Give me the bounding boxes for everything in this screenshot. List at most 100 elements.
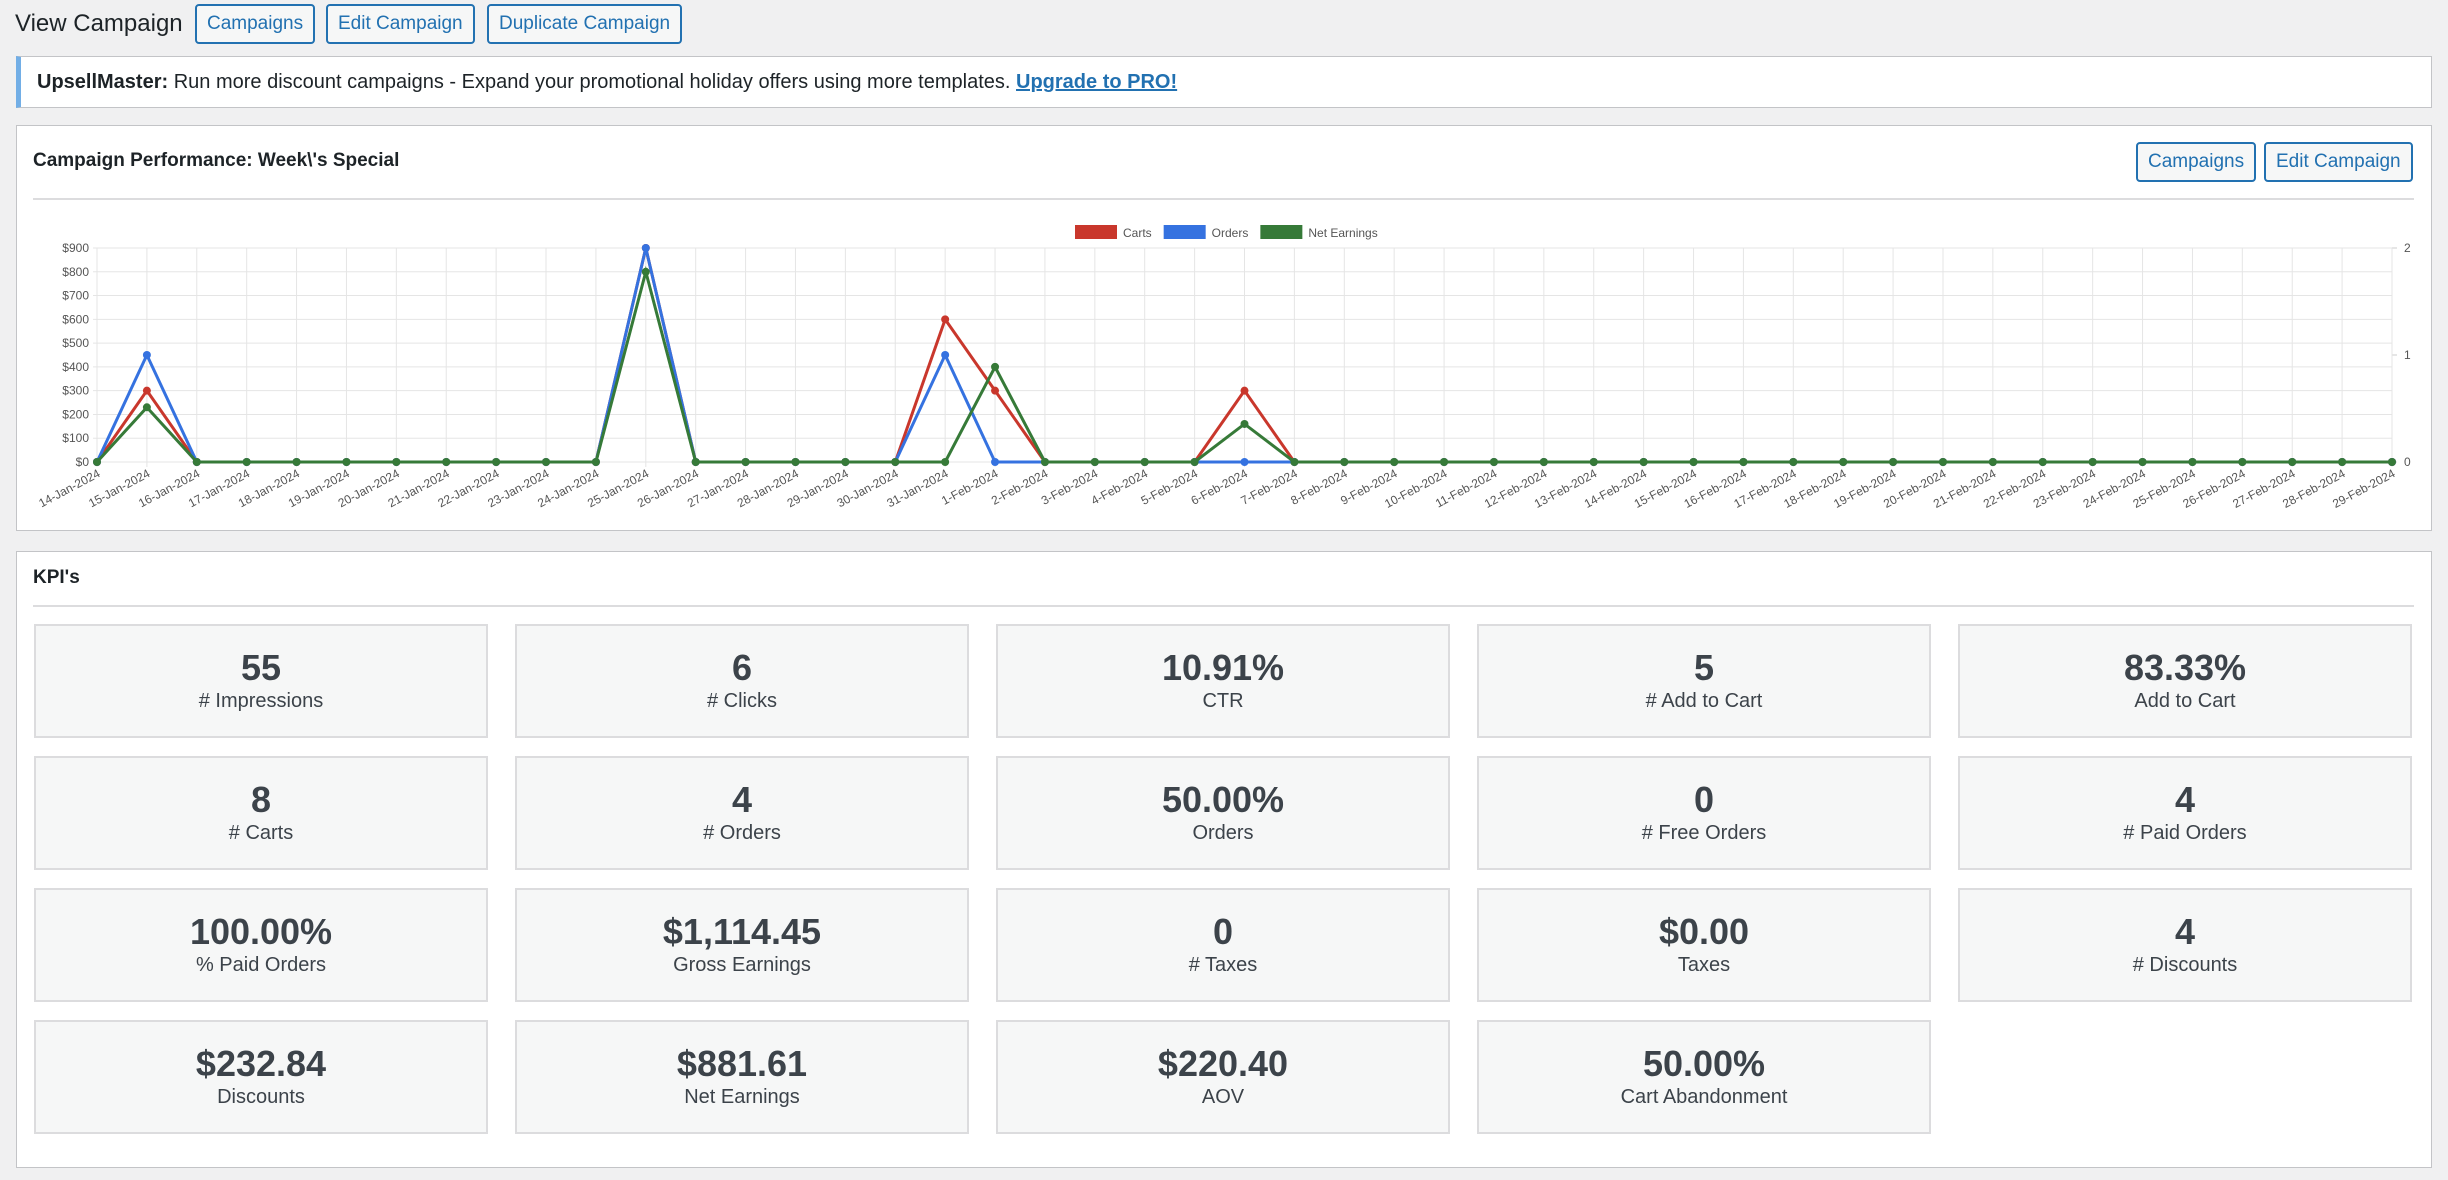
kpi-value: 6 <box>731 647 753 688</box>
data-point <box>1988 458 1997 466</box>
kpi-value: 4 <box>2174 911 2196 952</box>
data-point <box>941 315 950 324</box>
notice-message: Run more discount campaigns - Expand you… <box>173 71 1011 93</box>
data-point <box>2338 458 2347 466</box>
data-point <box>1040 458 1049 466</box>
data-point <box>641 244 650 252</box>
kpi-card: $0.00 Taxes <box>1477 888 1931 1002</box>
data-point <box>1140 458 1149 466</box>
data-point <box>2188 458 2197 466</box>
data-point <box>1290 458 1299 466</box>
y-tick-label: $100 <box>62 431 89 445</box>
data-point <box>93 458 101 466</box>
data-point <box>242 458 251 466</box>
kpi-label: AOV <box>1201 1086 1245 1108</box>
kpi-label: % Paid Orders <box>195 954 327 976</box>
kpi-card: 50.00% Orders <box>996 756 1450 870</box>
panel-title: KPI's <box>33 567 80 588</box>
y-tick-label: $300 <box>62 384 89 398</box>
kpi-value: 4 <box>731 779 753 820</box>
data-point <box>1240 458 1249 466</box>
data-point <box>1539 458 1548 466</box>
y2-tick-label: 1 <box>2404 348 2411 362</box>
legend-label: Orders <box>1212 226 1249 240</box>
kpi-card: 4 # Discounts <box>1958 888 2412 1002</box>
data-point <box>1240 386 1249 395</box>
data-point <box>1240 419 1249 428</box>
data-point <box>1889 458 1898 466</box>
kpi-value: 50.00% <box>1642 1043 1766 1084</box>
kpi-card: $881.61 Net Earnings <box>515 1020 969 1134</box>
y2-tick-label: 2 <box>2404 241 2411 255</box>
y-tick-label: $800 <box>62 265 89 279</box>
data-point <box>641 267 650 276</box>
kpi-label: # Free Orders <box>1641 822 1767 844</box>
kpi-value: 55 <box>240 647 282 688</box>
upgrade-link[interactable]: Upgrade to PRO! <box>1016 71 1178 93</box>
data-point <box>941 458 950 466</box>
y-tick-label: $500 <box>62 336 89 350</box>
notice-brand: UpsellMaster: <box>37 71 169 93</box>
data-point <box>2238 458 2247 466</box>
button[interactable]: Campaigns <box>2136 142 2257 182</box>
kpi-value: 0 <box>1693 779 1715 820</box>
legend-label: Net Earnings <box>1308 226 1377 240</box>
data-point <box>2088 458 2097 466</box>
data-point <box>342 458 351 466</box>
kpi-label: # Impressions <box>198 690 324 712</box>
kpi-value: 10.91% <box>1161 647 1285 688</box>
kpi-card: $232.84 Discounts <box>34 1020 488 1134</box>
notice-text: UpsellMaster: Run more discount campaign… <box>37 71 1177 94</box>
data-point <box>841 458 850 466</box>
legend-label: Carts <box>1123 226 1152 240</box>
kpi-card: 100.00%% Paid Orders <box>34 888 488 1002</box>
legend-swatch <box>1163 225 1206 239</box>
kpi-value: 83.33% <box>2123 647 2247 688</box>
data-point <box>691 458 700 466</box>
kpi-value: 50.00% <box>1161 779 1285 820</box>
divider <box>33 198 2414 200</box>
data-point <box>791 458 800 466</box>
data-point <box>192 458 201 466</box>
data-point <box>542 458 551 466</box>
kpi-card: 0 # Free Orders <box>1477 756 1931 870</box>
kpi-label: Discounts <box>217 1086 305 1108</box>
data-point <box>292 458 301 466</box>
data-point <box>442 458 451 466</box>
button[interactable]: Edit Campaign <box>2264 142 2413 182</box>
kpi-card: 6 # Clicks <box>515 624 969 738</box>
kpi-label: # Taxes <box>1188 954 1258 976</box>
y-tick-label: $700 <box>62 289 89 303</box>
y-tick-label: $600 <box>62 312 89 326</box>
kpi-value: 5 <box>1693 647 1715 688</box>
panel-title: Campaign Performance: Week\'s Special <box>33 150 400 171</box>
data-point <box>991 386 1000 395</box>
data-point <box>1440 458 1449 466</box>
data-point <box>1689 458 1698 466</box>
kpi-label: Gross Earnings <box>673 954 811 976</box>
kpi-card: 8 # Carts <box>34 756 488 870</box>
page-title: View Campaign <box>15 10 183 37</box>
data-point <box>392 458 401 466</box>
divider <box>33 605 2414 607</box>
data-point <box>1639 458 1648 466</box>
notice: UpsellMaster: Run more discount campaign… <box>16 56 2432 108</box>
data-point <box>1190 458 1199 466</box>
button[interactable]: Campaigns <box>195 4 316 44</box>
button[interactable]: Edit Campaign <box>326 4 475 44</box>
y-tick-label: $0 <box>76 455 90 469</box>
kpi-card: 55 # Impressions <box>34 624 488 738</box>
kpi-value: $232.84 <box>195 1043 327 1084</box>
data-point <box>591 458 600 466</box>
data-point <box>1340 458 1349 466</box>
kpi-card: $1,114.45 Gross Earnings <box>515 888 969 1002</box>
kpi-label: # Paid Orders <box>2123 822 2247 844</box>
y2-tick-label: 0 <box>2404 455 2411 469</box>
kpi-label: # Clicks <box>706 690 777 712</box>
kpi-label: # Orders <box>703 822 781 844</box>
button[interactable]: Duplicate Campaign <box>487 4 683 44</box>
kpi-card: 83.33% Add to Cart <box>1958 624 2412 738</box>
data-point <box>2288 458 2297 466</box>
kpi-value: 100.00% <box>189 911 333 952</box>
